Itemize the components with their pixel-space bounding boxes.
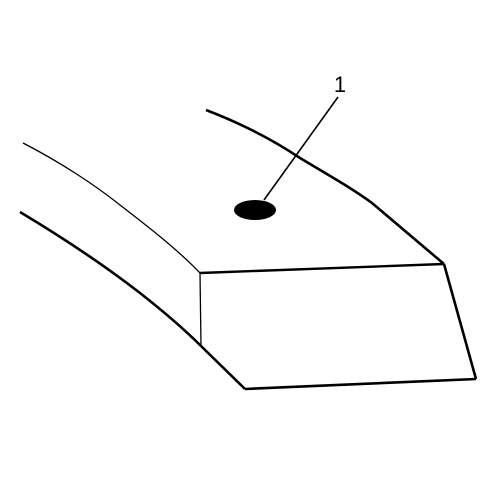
- end-face-lower-left-edge: [200, 345, 246, 390]
- end-face-left-edge: [199, 272, 202, 347]
- body-outer-edge: [19, 210, 202, 347]
- part-top-edge: [205, 108, 445, 265]
- end-face-bottom-edge: [244, 377, 477, 391]
- callout-number: 1: [334, 72, 346, 97]
- hole-marker: [234, 200, 276, 220]
- end-face-right-edge: [442, 263, 478, 380]
- body-inner-top-edge: [22, 142, 201, 274]
- end-face-top-edge: [199, 262, 445, 275]
- callout-leader-line: [263, 96, 339, 201]
